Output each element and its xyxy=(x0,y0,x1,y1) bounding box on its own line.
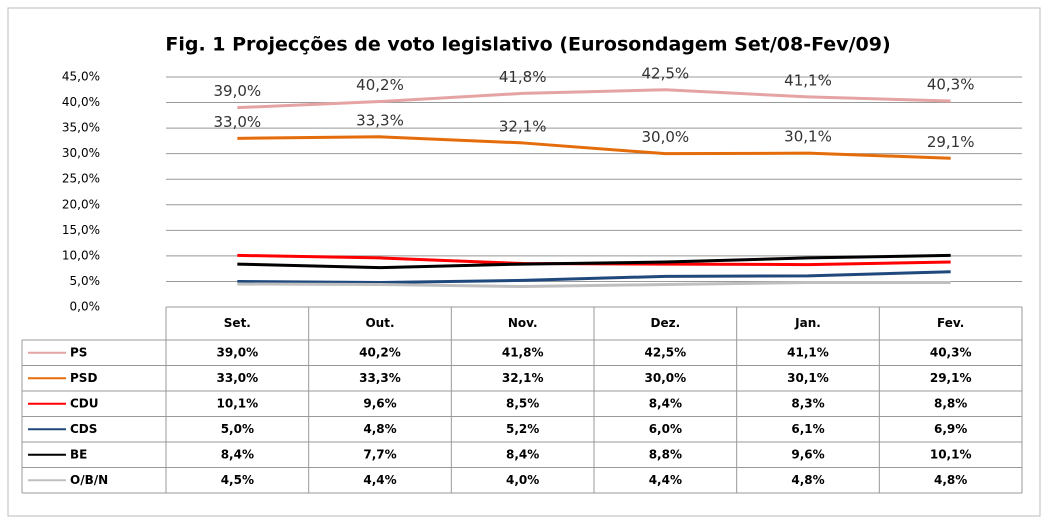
table-cell: 30,0% xyxy=(645,371,687,385)
table-cell: 6,9% xyxy=(934,422,967,436)
table-cell: 8,4% xyxy=(649,396,682,410)
table-cell: 29,1% xyxy=(930,371,972,385)
table-cell: 8,5% xyxy=(506,396,539,410)
x-tick-label: Set. xyxy=(224,316,251,330)
table-cell: 30,1% xyxy=(787,371,829,385)
y-tick-label: 25,0% xyxy=(62,172,100,186)
y-tick-label: 20,0% xyxy=(62,197,100,211)
y-tick-label: 35,0% xyxy=(62,121,100,135)
table-cell: 41,8% xyxy=(502,345,544,359)
table-cell: 9,6% xyxy=(791,447,824,461)
y-tick-label: 45,0% xyxy=(62,70,100,84)
table-cell: 5,2% xyxy=(506,422,539,436)
table-cell: 40,3% xyxy=(930,345,972,359)
data-label: 40,3% xyxy=(927,76,975,94)
x-tick-label: Nov. xyxy=(508,316,538,330)
table-cell: 32,1% xyxy=(502,371,544,385)
table-cell: 5,0% xyxy=(221,422,254,436)
table-cell: 7,7% xyxy=(363,447,396,461)
legend-label: CDU xyxy=(70,396,99,410)
y-tick-label: 0,0% xyxy=(70,300,101,314)
table-cell: 4,4% xyxy=(363,473,396,487)
data-label: 30,1% xyxy=(784,128,832,146)
x-tick-label: Dez. xyxy=(651,316,681,330)
series-line xyxy=(237,280,951,289)
y-tick-label: 15,0% xyxy=(62,223,100,237)
table-cell: 41,1% xyxy=(787,345,829,359)
table-cell: 33,3% xyxy=(359,371,401,385)
table-cell: 6,0% xyxy=(649,422,682,436)
data-label: 33,3% xyxy=(356,111,404,129)
data-label: 39,0% xyxy=(214,82,262,100)
data-label: 41,1% xyxy=(784,71,832,89)
data-label: 41,8% xyxy=(499,68,547,86)
table-cell: 8,4% xyxy=(506,447,539,461)
data-label: 32,1% xyxy=(499,117,547,135)
table-cell: 33,0% xyxy=(217,371,259,385)
table-cell: 4,4% xyxy=(649,473,682,487)
table-cell: 39,0% xyxy=(217,345,259,359)
series-line xyxy=(237,88,951,110)
data-label: 30,0% xyxy=(642,128,690,146)
table-cell: 4,8% xyxy=(791,473,824,487)
table-cell: 4,8% xyxy=(934,473,967,487)
table-cell: 8,8% xyxy=(934,396,967,410)
data-label: 33,0% xyxy=(214,113,262,131)
table-cell: 40,2% xyxy=(359,345,401,359)
series-line xyxy=(237,135,951,160)
table-cell: 4,5% xyxy=(221,473,254,487)
table-cell: 4,8% xyxy=(363,422,396,436)
legend-label: CDS xyxy=(70,422,97,436)
legend-label: O/B/N xyxy=(70,473,108,487)
x-tick-label: Fev. xyxy=(937,316,964,330)
y-tick-label: 30,0% xyxy=(62,146,100,160)
table-cell: 10,1% xyxy=(217,396,259,410)
table-cell: 42,5% xyxy=(645,345,687,359)
legend-label: PSD xyxy=(70,371,97,385)
data-label: 29,1% xyxy=(927,133,975,151)
table-cell: 4,0% xyxy=(506,473,539,487)
series-line xyxy=(237,253,951,270)
x-tick-label: Out. xyxy=(365,316,394,330)
y-tick-label: 5,0% xyxy=(70,274,101,288)
table-cell: 8,8% xyxy=(649,447,682,461)
table-cell: 9,6% xyxy=(363,396,396,410)
data-label: 42,5% xyxy=(642,64,690,82)
legend-label: BE xyxy=(70,447,87,461)
chart-title: Fig. 1 Projecções de voto legislativo (E… xyxy=(165,34,890,56)
y-tick-label: 10,0% xyxy=(62,248,100,262)
table-cell: 10,1% xyxy=(930,447,972,461)
table-cell: 8,3% xyxy=(791,396,824,410)
table-cell: 6,1% xyxy=(791,422,824,436)
legend-label: PS xyxy=(70,345,87,359)
y-tick-label: 40,0% xyxy=(62,95,100,109)
x-tick-label: Jan. xyxy=(794,316,821,330)
table-cell: 8,4% xyxy=(221,447,254,461)
series-line xyxy=(237,270,951,284)
data-label: 40,2% xyxy=(356,76,404,94)
